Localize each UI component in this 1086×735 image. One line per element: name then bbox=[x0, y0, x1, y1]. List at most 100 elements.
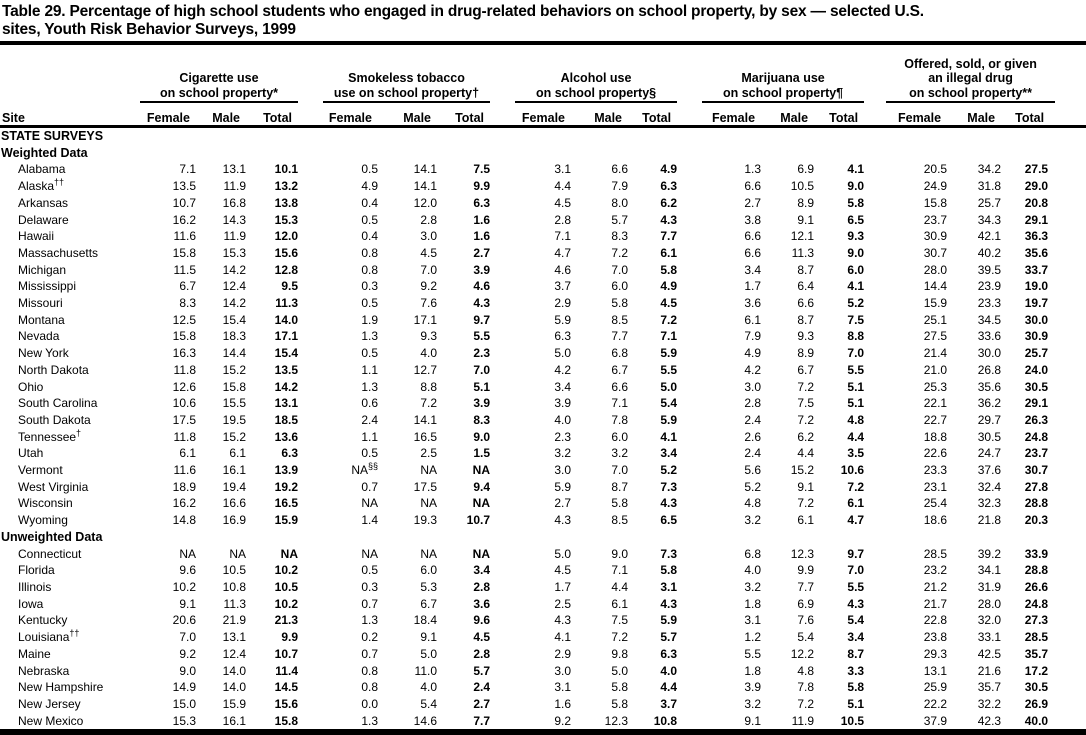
value-cell: 0.8 bbox=[361, 680, 378, 695]
value-cell: 4.1 bbox=[660, 429, 678, 444]
value-cell: 3.0 bbox=[420, 229, 437, 244]
value-cell: 5.9 bbox=[660, 412, 678, 427]
value-cell: 3.5 bbox=[847, 446, 865, 461]
value-cell: 9.0 bbox=[611, 546, 629, 561]
group-header-label: Offered, sold, or given an illegal drug on… bbox=[886, 57, 1056, 103]
column-header: Female bbox=[298, 103, 378, 128]
value-cell: 0.4 bbox=[361, 229, 378, 244]
value-cell: 14.1 bbox=[413, 162, 437, 177]
value-cell: 5.0 bbox=[554, 546, 572, 561]
value-cell: 11.6 bbox=[173, 463, 196, 478]
table-row: Tennessee† 11.8 15.2 13.6 1.1 16.5 9.0 2.3 6.0 4.… bbox=[0, 429, 1086, 446]
value-cell: 2.3 bbox=[473, 346, 491, 361]
value-cell: 7.3 bbox=[660, 546, 678, 561]
table-title-line1: Table 29. Percentage of high school stud… bbox=[2, 3, 924, 20]
value-cell: 3.2 bbox=[744, 696, 762, 711]
value-cell: 8.7 bbox=[847, 646, 865, 661]
value-cell: 32.3 bbox=[977, 496, 1002, 511]
value-cell: 12.4 bbox=[222, 279, 246, 294]
value-cell: 4.4 bbox=[554, 179, 572, 194]
value-cell: 4.0 bbox=[744, 563, 762, 578]
value-cell: 14.0 bbox=[222, 680, 246, 695]
value-cell: 14.5 bbox=[274, 680, 298, 695]
value-cell: 9.1 bbox=[797, 479, 815, 494]
value-cell: 7.2 bbox=[797, 412, 815, 427]
value-cell: 7.2 bbox=[797, 379, 815, 394]
value-cell: 7.8 bbox=[611, 412, 629, 427]
value-cell: 19.3 bbox=[413, 513, 437, 528]
value-cell: 10.6 bbox=[172, 396, 196, 411]
value-cell: 6.6 bbox=[744, 179, 762, 194]
value-cell: 9.0 bbox=[179, 663, 196, 678]
value-cell: 42.3 bbox=[977, 713, 1002, 728]
value-cell: 5.8 bbox=[611, 696, 629, 711]
value-cell: 5.8 bbox=[660, 262, 678, 277]
value-cell: 7.3 bbox=[660, 479, 678, 494]
value-cell: 4.4 bbox=[797, 446, 815, 461]
value-cell: 7.2 bbox=[611, 245, 629, 260]
value-cell: 36.2 bbox=[977, 396, 1002, 411]
value-cell: NA bbox=[420, 463, 437, 478]
value-cell: NA bbox=[229, 546, 246, 561]
site-cell: Connecticut bbox=[18, 546, 82, 561]
value-cell: 4.5 bbox=[660, 296, 678, 311]
value-cell: 1.6 bbox=[473, 212, 491, 227]
value-cell: 35.6 bbox=[1024, 245, 1049, 260]
value-cell: 9.4 bbox=[473, 479, 491, 494]
value-cell: 19.7 bbox=[1024, 296, 1049, 311]
table-row: New Mexico 15.3 16.1 15.8 1.3 14.6 7.7 9.2 12.3 1… bbox=[0, 713, 1086, 730]
value-cell: 5.1 bbox=[847, 696, 865, 711]
value-cell: 7.2 bbox=[611, 630, 629, 645]
value-cell: 8.7 bbox=[797, 262, 815, 277]
value-cell: 11.3 bbox=[223, 596, 246, 611]
value-cell: 5.8 bbox=[611, 496, 629, 511]
value-cell: 4.3 bbox=[473, 296, 491, 311]
column-header: Total bbox=[246, 103, 298, 128]
value-cell: 5.3 bbox=[420, 579, 437, 594]
value-cell: 14.2 bbox=[274, 379, 298, 394]
value-cell: 0.3 bbox=[361, 579, 378, 594]
value-cell: 6.3 bbox=[660, 646, 678, 661]
value-cell: 10.5 bbox=[790, 179, 815, 194]
value-cell: 2.4 bbox=[473, 680, 491, 695]
value-cell: 8.5 bbox=[611, 513, 629, 528]
site-cell: South Carolina bbox=[18, 396, 98, 411]
value-cell: 18.6 bbox=[923, 513, 948, 528]
value-cell: 0.8 bbox=[361, 245, 378, 260]
value-cell: 3.4 bbox=[744, 262, 762, 277]
value-cell: 12.3 bbox=[604, 713, 629, 728]
value-cell: 7.5 bbox=[847, 312, 865, 327]
value-cell: 4.3 bbox=[660, 496, 678, 511]
value-cell: 8.8 bbox=[420, 379, 437, 394]
column-header: Total bbox=[1001, 103, 1086, 128]
value-cell: 2.5 bbox=[420, 446, 437, 461]
value-cell: 10.8 bbox=[222, 579, 246, 594]
footnote-marker: †† bbox=[69, 629, 80, 639]
section-label: Weighted Data bbox=[1, 145, 88, 160]
value-cell: 5.5 bbox=[473, 329, 491, 344]
value-cell: 20.3 bbox=[1024, 513, 1049, 528]
site-cell: Michigan bbox=[18, 262, 67, 277]
value-cell: 4.5 bbox=[420, 245, 437, 260]
value-cell: 23.3 bbox=[923, 463, 948, 478]
value-cell: 3.0 bbox=[744, 379, 762, 394]
site-cell: New Mexico bbox=[18, 713, 84, 728]
value-cell: 34.5 bbox=[977, 312, 1002, 327]
value-cell: 12.0 bbox=[274, 229, 298, 244]
value-cell: 5.4 bbox=[420, 696, 437, 711]
value-cell: NA bbox=[420, 496, 437, 511]
value-cell: 36.3 bbox=[1024, 229, 1049, 244]
section-row: Unweighted Data bbox=[0, 529, 1086, 546]
value-cell: 5.7 bbox=[473, 663, 491, 678]
value-cell: 17.5 bbox=[172, 412, 196, 427]
value-cell: 23.7 bbox=[1024, 446, 1049, 461]
value-cell: 4.9 bbox=[361, 179, 378, 194]
value-cell: 16.5 bbox=[413, 429, 437, 444]
value-cell: 6.7 bbox=[179, 279, 196, 294]
value-cell: 26.6 bbox=[1024, 579, 1049, 594]
value-cell: 23.1 bbox=[923, 479, 948, 494]
value-cell: 21.0 bbox=[923, 362, 948, 377]
table-row: New Hampshire 14.9 14.0 14.5 0.8 4.0 2.4 3.1 5.8… bbox=[0, 679, 1086, 696]
value-cell: 27.5 bbox=[923, 329, 948, 344]
value-cell: 7.9 bbox=[744, 329, 762, 344]
